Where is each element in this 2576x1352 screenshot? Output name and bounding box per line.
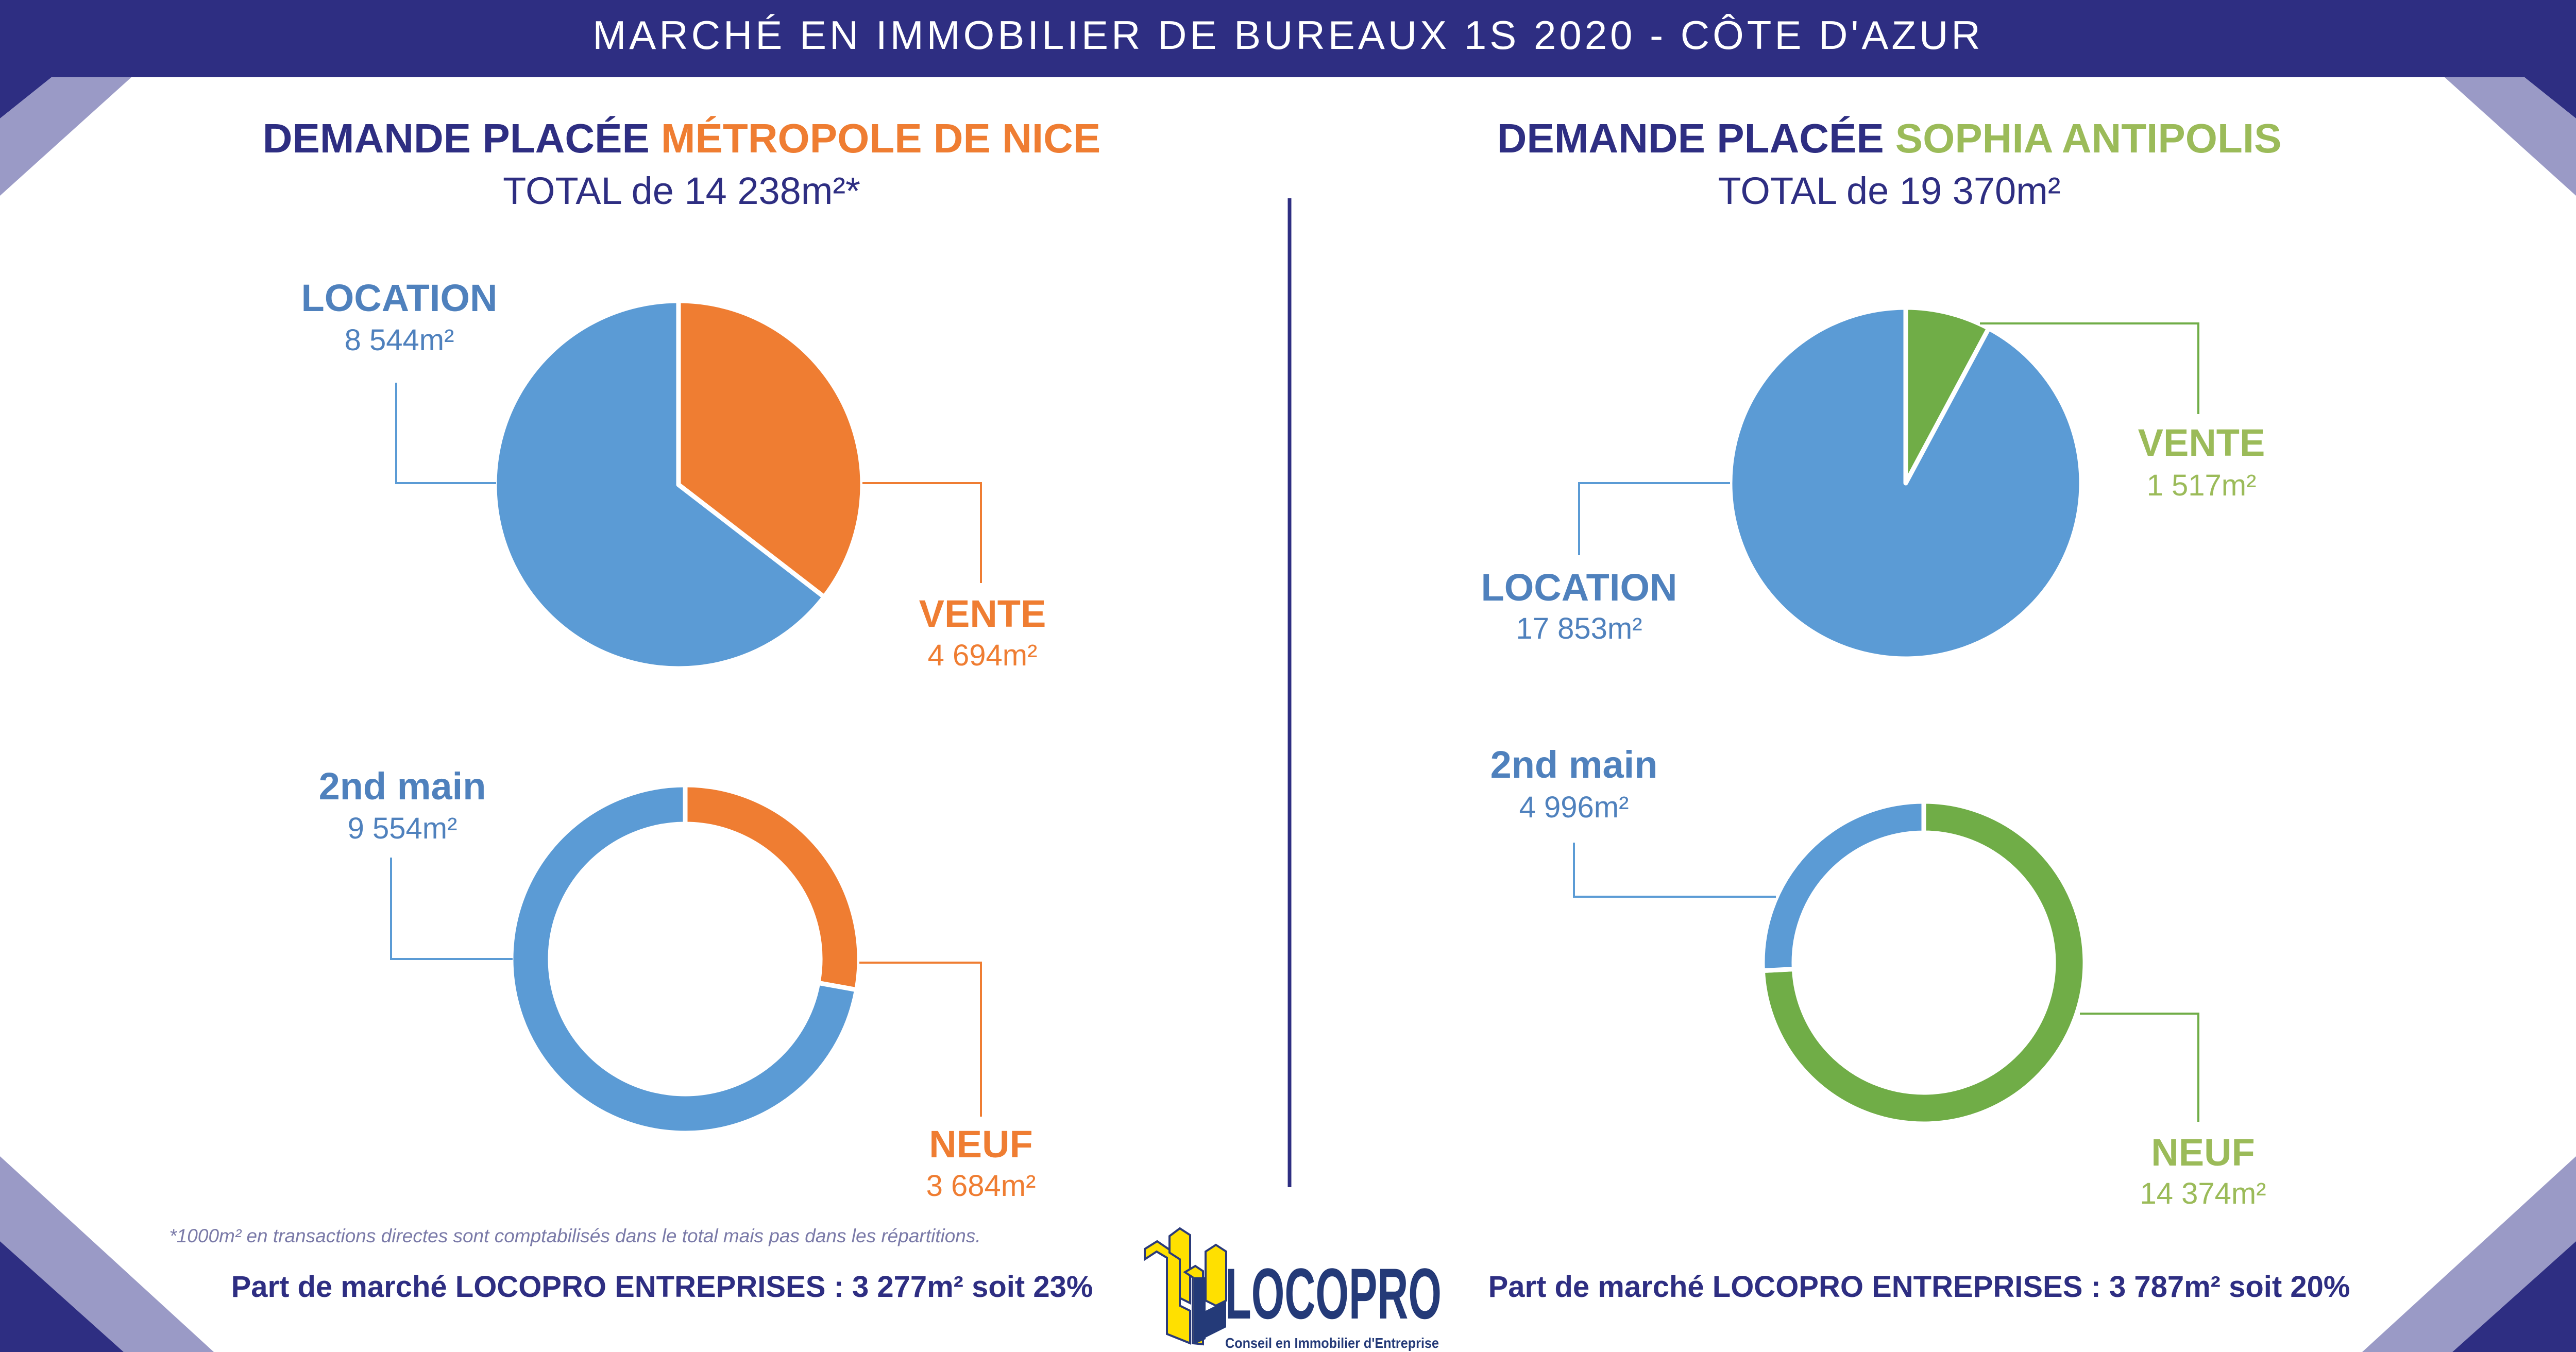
pie-slice-location bbox=[492, 298, 827, 671]
right-heading: DEMANDE PLACÉE SOPHIA ANTIPOLIS bbox=[1497, 115, 2282, 161]
label-location-nice: LOCATION bbox=[301, 277, 498, 319]
value-vente-sophia: 1 517m² bbox=[2147, 469, 2257, 502]
donut-slice-2nd-main bbox=[509, 782, 859, 1136]
value-location-nice: 8 544m² bbox=[345, 323, 454, 357]
page-title: MARCHÉ EN IMMOBILIER DE BUREAUX 1S 2020 … bbox=[592, 12, 1983, 58]
pie-slice-vente bbox=[676, 298, 865, 600]
value-vente-nice: 4 694m² bbox=[928, 639, 1038, 672]
left-market-share: Part de marché LOCOPRO ENTREPRISES : 3 2… bbox=[231, 1270, 1093, 1304]
label-2nd-main-nice: 2nd main bbox=[319, 765, 486, 808]
leader-lines bbox=[390, 322, 2199, 1122]
value-neuf-sophia: 14 374m² bbox=[2140, 1177, 2266, 1210]
label-neuf-nice: NEUF bbox=[929, 1123, 1032, 1166]
label-vente-sophia: VENTE bbox=[2138, 421, 2265, 464]
left-total: TOTAL de 14 238m²* bbox=[503, 169, 860, 212]
donut-slice-neuf bbox=[683, 782, 862, 992]
label-vente-nice: VENTE bbox=[919, 592, 1046, 635]
label-location-sophia: LOCATION bbox=[1481, 566, 1677, 609]
header-band bbox=[0, 0, 2576, 77]
donut-slice-neuf bbox=[1760, 799, 2088, 1126]
right-market-share: Part de marché LOCOPRO ENTREPRISES : 3 7… bbox=[1488, 1270, 2350, 1304]
value-neuf-nice: 3 684m² bbox=[926, 1169, 1036, 1203]
corner-decorations bbox=[0, 77, 2576, 1352]
donut-slice-2nd-main bbox=[1760, 799, 1926, 973]
pie-slice-location bbox=[1727, 305, 2084, 661]
label-neuf-sophia: NEUF bbox=[2151, 1131, 2255, 1174]
value-2nd-main-sophia: 4 996m² bbox=[1519, 791, 1629, 824]
footnote: *1000m² en transactions directes sont co… bbox=[169, 1225, 980, 1246]
logo-name: LOCOPRO bbox=[1225, 1253, 1442, 1334]
chart-labels: LOCATION 8 544m² VENTE 4 694m² 2nd main … bbox=[301, 277, 2266, 1210]
charts bbox=[492, 298, 2088, 1136]
left-heading: DEMANDE PLACÉE MÉTROPOLE DE NICE bbox=[263, 115, 1101, 161]
pie-slice-vente bbox=[1903, 305, 1991, 486]
value-2nd-main-nice: 9 554m² bbox=[348, 812, 457, 845]
value-location-sophia: 17 853m² bbox=[1516, 612, 1642, 645]
label-2nd-main-sophia: 2nd main bbox=[1490, 743, 1658, 786]
right-total: TOTAL de 19 370m² bbox=[1718, 169, 2061, 212]
logo-tagline: Conseil en Immobilier d'Entreprise bbox=[1225, 1335, 1439, 1351]
locopro-logo: LOCOPRO Conseil en Immobilier d'Entrepri… bbox=[1144, 1227, 1442, 1351]
